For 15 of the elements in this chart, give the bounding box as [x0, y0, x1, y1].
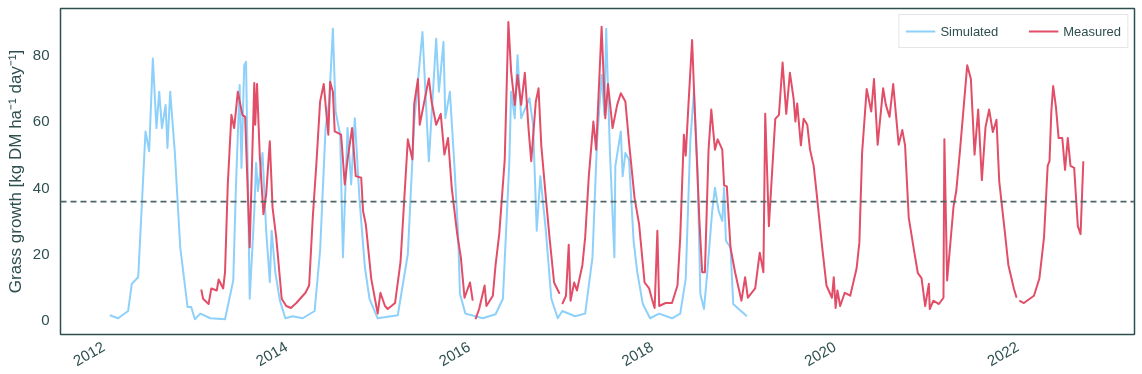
- y-tick-label: 60: [32, 112, 50, 130]
- x-tick-label: 2020: [801, 337, 839, 370]
- x-tick-label: 2022: [984, 337, 1022, 370]
- line-series: [108, 27, 748, 321]
- y-tick-label: 20: [32, 244, 50, 262]
- legend-label: Simulated: [940, 23, 999, 39]
- x-tick-label: 2012: [70, 337, 108, 370]
- x-tick-label: 2014: [252, 337, 291, 370]
- y-tick-label: 80: [32, 46, 50, 64]
- y-axis-title: Grass growth [kg DM ha⁻¹ day⁻¹]: [5, 49, 25, 294]
- x-tick-label: 2016: [435, 337, 474, 370]
- legend-label: Measured: [1063, 23, 1121, 39]
- y-tick-label: 0: [41, 311, 50, 329]
- y-tick-label: 40: [32, 178, 50, 196]
- x-tick-label: 2018: [618, 337, 656, 370]
